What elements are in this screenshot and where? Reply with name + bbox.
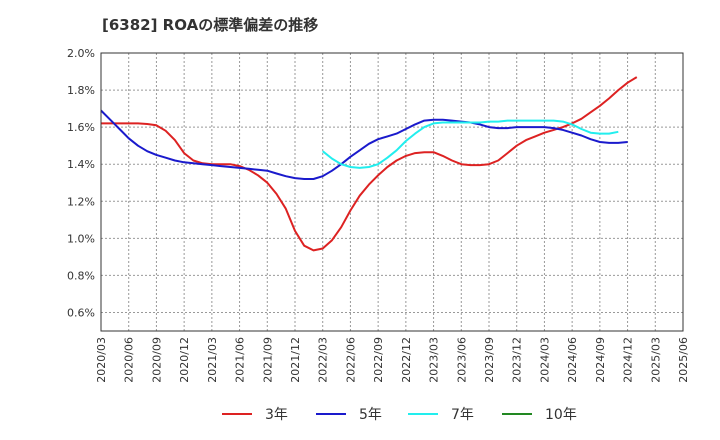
plot-border [100, 52, 684, 332]
y-tick-label-2: 1.0% [67, 232, 95, 245]
y-tick-label-5: 1.6% [67, 121, 95, 134]
x-tick-label-5: 2021/06 [234, 337, 247, 383]
x-tick-label-2: 2020/09 [150, 337, 163, 383]
legend-label-0: 3年 [265, 407, 288, 423]
x-tick-label-15: 2023/12 [511, 337, 524, 383]
x-tick-label-16: 2024/03 [538, 337, 551, 383]
legend: 3年 5年 7年 10年 [222, 407, 577, 423]
x-tick-label-7: 2021/12 [289, 337, 302, 383]
x-tick-label-1: 2020/06 [123, 337, 136, 383]
x-tick-label-6: 2021/09 [261, 337, 274, 383]
y-tick-label-1: 0.8% [67, 269, 95, 282]
legend-label-2: 7年 [451, 407, 474, 423]
y-axis-ticks: 0.6% 0.8% 1.0% 1.2% 1.4% 1.6% 1.8% 2.0% [67, 47, 95, 319]
x-tick-label-17: 2024/06 [566, 337, 579, 383]
plot-area [101, 53, 683, 331]
legend-label-3: 10年 [545, 407, 577, 423]
x-tick-label-8: 2022/03 [317, 337, 330, 383]
y-tick-label-4: 1.4% [67, 158, 95, 171]
x-axis-ticks: 2020/03 2020/06 2020/09 2020/12 2021/03 2021/… [95, 337, 690, 383]
chart-title: [6382] ROAの標準偏差の推移 [102, 16, 319, 34]
x-tick-label-10: 2022/09 [372, 337, 385, 383]
x-tick-label-12: 2023/03 [428, 337, 441, 383]
x-tick-label-4: 2021/03 [206, 337, 219, 383]
x-tick-label-9: 2022/06 [344, 337, 357, 383]
x-tick-label-13: 2023/06 [455, 337, 468, 383]
x-tick-label-14: 2023/09 [483, 337, 496, 383]
series-line-1 [100, 109, 628, 180]
x-tick-label-21: 2025/06 [677, 337, 690, 383]
y-tick-label-0: 0.6% [67, 306, 95, 319]
x-tick-label-20: 2025/03 [649, 337, 662, 383]
legend-label-1: 5年 [359, 407, 382, 423]
x-tick-label-11: 2022/12 [400, 337, 413, 383]
y-tick-label-3: 1.2% [67, 195, 95, 208]
series-lines [100, 76, 638, 252]
series-line-2 [322, 119, 619, 169]
x-tick-label-18: 2024/09 [594, 337, 607, 383]
series-line-0 [101, 76, 638, 252]
y-tick-label-6: 1.8% [67, 84, 95, 97]
y-tick-label-7: 2.0% [67, 47, 95, 60]
x-tick-label-0: 2020/03 [95, 337, 108, 383]
x-tick-label-3: 2020/12 [178, 337, 191, 383]
x-tick-label-19: 2024/12 [622, 337, 635, 383]
